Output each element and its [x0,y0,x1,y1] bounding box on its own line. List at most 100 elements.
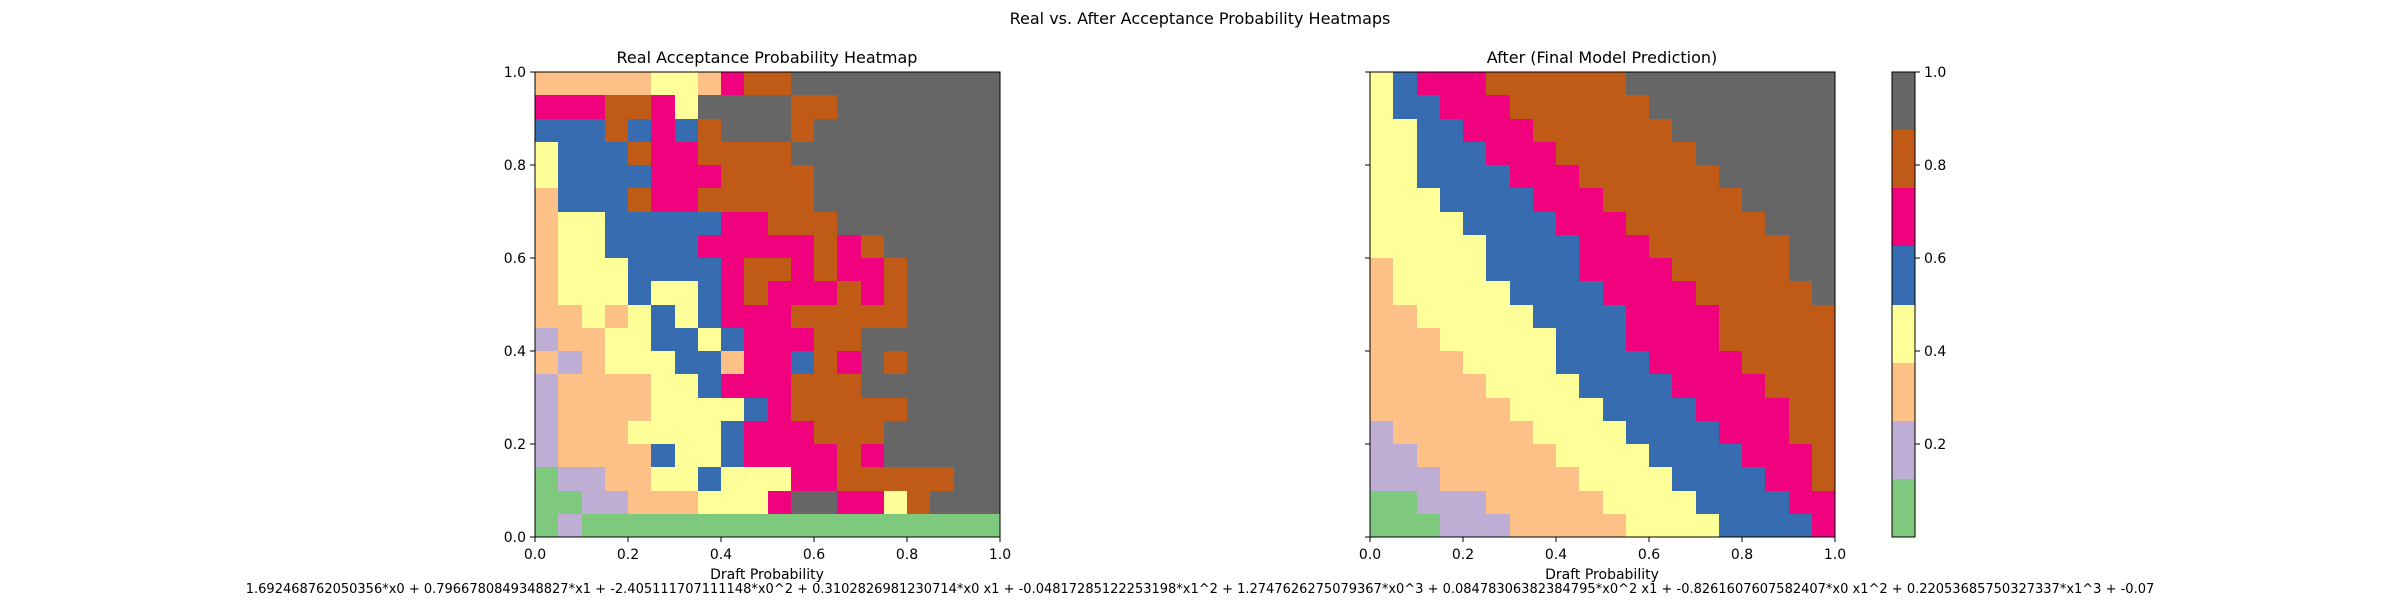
after-heatmap-cells [1370,72,1835,537]
heatmap-cell [1510,514,1533,537]
heatmap-cell [907,398,930,421]
y-tick-label: 0.6 [504,251,526,267]
heatmap-cell [1649,328,1672,351]
heatmap-cell [1672,491,1696,514]
heatmap-cell [1789,467,1812,491]
heatmap-cell [1765,467,1789,491]
heatmap-cell [558,467,582,491]
heatmap-cell [535,281,558,305]
heatmap-cell [1719,165,1742,188]
heatmap-cell [814,142,837,165]
heatmap-cell [675,281,698,305]
heatmap-cell [1486,351,1510,374]
heatmap-cell [930,95,954,119]
heatmap-cell [907,281,930,305]
heatmap-cell [1812,235,1835,258]
heatmap-cell [1765,165,1789,188]
heatmap-cell [628,467,651,491]
heatmap-cell [977,351,1000,374]
heatmap-cell [977,72,1000,95]
heatmap-cell [1696,514,1719,537]
heatmap-cell [977,328,1000,351]
heatmap-cell [1440,142,1463,165]
heatmap-cell [1719,212,1742,235]
heatmap-cell [768,235,791,258]
heatmap-cell [582,72,605,95]
heatmap-cell [698,188,721,212]
heatmap-cell [605,491,628,514]
x-tick-label: 1.0 [989,547,1011,563]
heatmap-cell [861,328,884,351]
heatmap-cell [1672,95,1696,119]
heatmap-cell [651,72,675,95]
heatmap-cell [1742,258,1765,281]
heatmap-cell [651,281,675,305]
heatmap-cell [1719,258,1742,281]
heatmap-cell [1463,235,1486,258]
heatmap-cell [791,351,814,374]
heatmap-cell [791,235,814,258]
heatmap-cell [1789,212,1812,235]
heatmap-cell [768,444,791,467]
heatmap-cell [1696,444,1719,467]
heatmap-cell [605,95,628,119]
heatmap-cell [907,235,930,258]
heatmap-cell [861,95,884,119]
heatmap-cell [1696,258,1719,281]
heatmap-cell [721,421,744,444]
heatmap-cell [628,119,651,142]
after-heatmap-x-axis: 0.0 0.2 0.4 0.6 0.8 1.0 [1359,537,1846,563]
heatmap-cell [628,514,651,537]
heatmap-cell [582,374,605,398]
heatmap-cell [1789,351,1812,374]
heatmap-cell [1742,72,1765,95]
heatmap-cell [1696,421,1719,444]
heatmap-cell [930,491,954,514]
heatmap-cell [1510,212,1533,235]
heatmap-cell [837,119,861,142]
heatmap-cell [1789,491,1812,514]
heatmap-cell [1765,444,1789,467]
heatmap-cell [744,72,768,95]
heatmap-cell [1626,491,1649,514]
heatmap-cell [1510,235,1533,258]
heatmap-cell [1626,281,1649,305]
heatmap-cell [861,444,884,467]
heatmap-cell [1463,351,1486,374]
heatmap-cell [582,421,605,444]
heatmap-cell [1742,444,1765,467]
heatmap-cell [1370,351,1393,374]
heatmap-cell [721,514,744,537]
heatmap-cell [954,305,977,328]
heatmap-cell [1510,165,1533,188]
heatmap-cell [1765,421,1789,444]
heatmap-cell [1649,188,1672,212]
heatmap-cell [1789,72,1812,95]
heatmap-cell [1579,72,1603,95]
heatmap-cell [582,119,605,142]
heatmap-cell [977,467,1000,491]
heatmap-cell [1765,188,1789,212]
heatmap-cell [1603,351,1626,374]
heatmap-cell [1603,398,1626,421]
heatmap-cell [675,467,698,491]
heatmap-cell [1603,281,1626,305]
heatmap-cell [907,95,930,119]
heatmap-cell [954,212,977,235]
heatmap-cell [744,165,768,188]
heatmap-cell [1370,142,1393,165]
heatmap-cell [582,258,605,281]
heatmap-cell [721,305,744,328]
heatmap-cell [1812,281,1835,305]
heatmap-cell [977,374,1000,398]
heatmap-cell [1533,421,1556,444]
heatmap-cell [884,421,907,444]
heatmap-cell [1370,281,1393,305]
heatmap-cell [814,467,837,491]
heatmap-cell [768,374,791,398]
colorbar-swatches [1892,72,1915,537]
heatmap-cell [1393,188,1417,212]
heatmap-cell [791,212,814,235]
heatmap-cell [791,467,814,491]
heatmap-cell [1626,328,1649,351]
